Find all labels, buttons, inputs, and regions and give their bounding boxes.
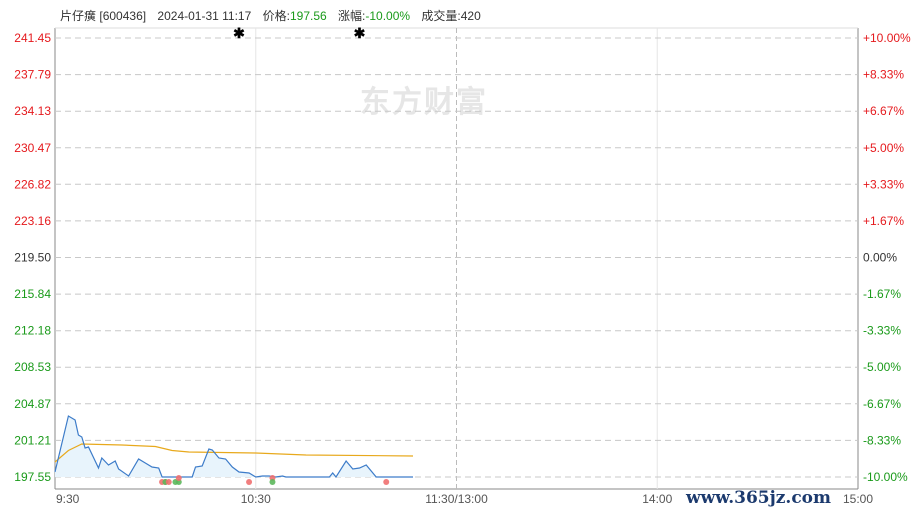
y-tick-label: 226.82 bbox=[14, 177, 51, 191]
x-tick-label: 9:30 bbox=[56, 492, 80, 506]
y-tick-label: 223.16 bbox=[14, 214, 51, 228]
pct-tick-label: 0.00% bbox=[863, 251, 897, 265]
quote-datetime: 2024-01-31 11:17 bbox=[157, 9, 252, 23]
volume-value: 420 bbox=[460, 9, 481, 23]
trade-marker bbox=[175, 475, 182, 481]
price-field: 价格:197.56 bbox=[263, 9, 327, 23]
average-price-line bbox=[54, 443, 414, 463]
stock-code: [600436] bbox=[99, 9, 147, 23]
y-tick-label: 241.45 bbox=[14, 31, 51, 45]
pct-tick-label: +3.33% bbox=[863, 177, 904, 191]
trade-marker bbox=[165, 479, 172, 485]
y-tick-label: 237.79 bbox=[14, 68, 51, 82]
quote-header: 片仔癀 [600436] 2024-01-31 11:17 价格:197.56 … bbox=[60, 7, 489, 24]
price-label: 价格: bbox=[262, 9, 290, 23]
pct-tick-label: -6.67% bbox=[863, 397, 901, 411]
event-star-icon: ✱ bbox=[233, 25, 245, 41]
pct-tick-label: -3.33% bbox=[863, 324, 901, 338]
trade-marker bbox=[246, 479, 253, 485]
y-tick-label: 230.47 bbox=[14, 141, 51, 155]
y-tick-label: 201.21 bbox=[14, 433, 51, 447]
trade-marker bbox=[383, 479, 390, 485]
price-area-fill bbox=[55, 416, 414, 477]
x-tick-label: 10:30 bbox=[241, 492, 271, 506]
stock-name: 片仔癀 [600436] bbox=[60, 9, 146, 23]
trade-marker bbox=[269, 479, 276, 485]
pct-tick-label: +10.00% bbox=[863, 31, 911, 45]
pct-tick-label: +5.00% bbox=[863, 141, 904, 155]
change-field: 涨幅:-10.00% bbox=[338, 9, 410, 23]
y-tick-label: 219.50 bbox=[14, 251, 51, 265]
price-line bbox=[54, 415, 413, 479]
pct-tick-label: +8.33% bbox=[863, 68, 904, 82]
x-tick-label: 15:00 bbox=[843, 492, 873, 506]
event-star-icon: ✱ bbox=[354, 25, 366, 41]
pct-tick-label: -1.67% bbox=[863, 287, 901, 301]
volume-field: 成交量:420 bbox=[421, 9, 480, 23]
price-value: 197.56 bbox=[289, 9, 327, 23]
y-tick-label: 234.13 bbox=[14, 104, 51, 118]
pct-tick-label: +1.67% bbox=[863, 214, 904, 228]
volume-label: 成交量: bbox=[421, 9, 461, 23]
site-watermark: www.365jz.com bbox=[686, 488, 831, 508]
change-value: -10.00% bbox=[365, 9, 411, 23]
y-tick-label: 215.84 bbox=[14, 287, 51, 301]
y-tick-label: 197.55 bbox=[14, 470, 51, 484]
watermark-logo: 东方财富 bbox=[360, 86, 488, 119]
pct-tick-label: -5.00% bbox=[863, 360, 901, 374]
x-tick-label: 11:30/13:00 bbox=[425, 492, 488, 506]
change-label: 涨幅: bbox=[338, 9, 366, 23]
pct-tick-label: -10.00% bbox=[863, 470, 908, 484]
y-tick-label: 204.87 bbox=[14, 397, 51, 411]
x-tick-label: 14:00 bbox=[642, 492, 672, 506]
pct-tick-label: +6.67% bbox=[863, 104, 904, 118]
stock-name-text: 片仔癀 bbox=[60, 9, 97, 23]
y-tick-label: 208.53 bbox=[14, 360, 51, 374]
pct-tick-label: -8.33% bbox=[863, 433, 901, 447]
y-tick-label: 212.18 bbox=[14, 324, 51, 338]
